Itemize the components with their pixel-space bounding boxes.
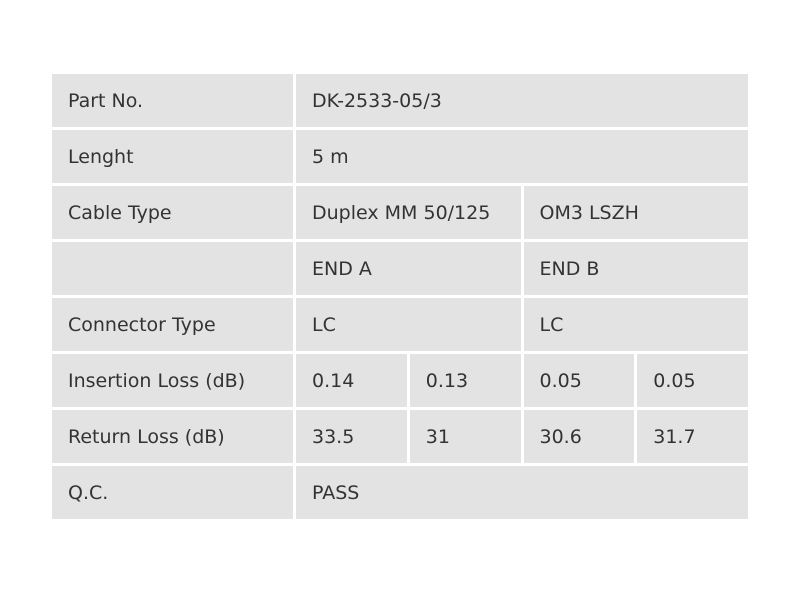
value-cell: 0.13 [409,354,521,407]
row-label: Return Loss (dB) [52,410,293,463]
value-cell: LC [523,298,748,351]
value-cell: 0.05 [637,354,748,407]
value-cell: DK-2533-05/3 [296,74,748,127]
row-label: Lenght [52,130,293,183]
value-cell: 0.05 [523,354,635,407]
value-cell: 31 [409,410,521,463]
value-cell: END B [523,242,748,295]
row-label: Q.C. [52,466,293,519]
value-cell: 31.7 [637,410,748,463]
value-cell: 5 m [296,130,748,183]
empty-cell [52,242,293,295]
value-cell: END A [296,242,521,295]
value-cell: 33.5 [296,410,407,463]
value-cell: PASS [296,466,748,519]
row-label: Part No. [52,74,293,127]
value-cell: LC [296,298,521,351]
value-cell: OM3 LSZH [523,186,748,239]
row-label: Connector Type [52,298,293,351]
row-label: Cable Type [52,186,293,239]
row-label: Insertion Loss (dB) [52,354,293,407]
value-cell: 0.14 [296,354,407,407]
value-cell: Duplex MM 50/125 [296,186,521,239]
value-cell: 30.6 [523,410,635,463]
